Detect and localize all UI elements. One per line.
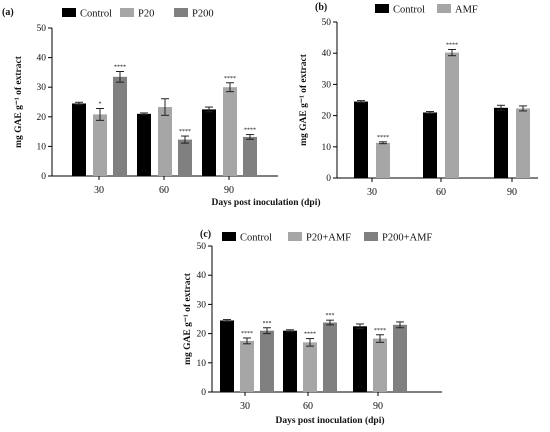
bar-p20-amf bbox=[373, 338, 387, 392]
bar-p200 bbox=[113, 76, 127, 176]
x-tick-label: 60 bbox=[303, 401, 313, 412]
x-tick-label: 60 bbox=[159, 185, 169, 196]
significance-label: **** bbox=[377, 135, 389, 141]
legend-swatch bbox=[120, 8, 134, 17]
bar-p20 bbox=[93, 114, 107, 176]
shared-xlabel-top: Days post inoculation (dpi) bbox=[211, 197, 320, 208]
significance-label: **** bbox=[114, 65, 126, 71]
bar-p20-amf bbox=[303, 342, 317, 392]
significance-label: **** bbox=[374, 328, 386, 334]
bar-control bbox=[494, 107, 508, 178]
bar-p20-amf bbox=[240, 340, 254, 392]
y-axis-title: mg GAE g⁻¹ of extract bbox=[299, 53, 309, 146]
legend-swatch bbox=[364, 232, 378, 241]
y-tick-label: 50 bbox=[197, 242, 207, 252]
bar-p200-amf bbox=[323, 322, 337, 392]
y-tick-label: 40 bbox=[322, 49, 332, 59]
legend-label: P20+AMF bbox=[306, 233, 351, 244]
y-tick-label: 20 bbox=[37, 113, 47, 123]
panel-label: (a) bbox=[2, 7, 14, 18]
bar-p200 bbox=[243, 136, 257, 176]
y-tick-label: 0 bbox=[201, 388, 206, 398]
legend-swatch bbox=[375, 4, 389, 13]
significance-label: **** bbox=[179, 129, 191, 135]
legend-swatch bbox=[62, 8, 76, 17]
bar-amf bbox=[376, 142, 390, 178]
legend-label: AMF bbox=[455, 5, 478, 16]
bar-p200-amf bbox=[393, 324, 407, 392]
panel-label: (c) bbox=[200, 229, 211, 240]
legend-swatch bbox=[174, 8, 188, 17]
y-tick-label: 10 bbox=[197, 359, 207, 369]
significance-label: **** bbox=[446, 42, 458, 48]
y-tick-label: 10 bbox=[37, 142, 47, 152]
y-tick-label: 40 bbox=[197, 271, 207, 281]
chart-panel-2: (c) 0 10 20 30 40 50 mg GAE g⁻¹ of extract 30 ***… bbox=[183, 229, 442, 412]
legend-label: Control bbox=[80, 9, 112, 20]
legend-label: P20 bbox=[138, 9, 154, 20]
chart-panel-1: (b) 0 10 20 30 40 50 mg GAE g⁻¹ of extract 30 ***… bbox=[299, 2, 538, 198]
x-tick-label: 30 bbox=[367, 187, 377, 198]
legend-swatch bbox=[437, 4, 451, 13]
bar-control bbox=[354, 101, 368, 178]
y-tick-label: 20 bbox=[197, 330, 207, 340]
legend-swatch bbox=[222, 232, 236, 241]
y-tick-label: 10 bbox=[322, 143, 332, 153]
x-tick-label: 30 bbox=[240, 401, 250, 412]
shared-xlabel-bottom: Days post inoculation (dpi) bbox=[275, 415, 384, 426]
y-tick-label: 30 bbox=[322, 80, 332, 90]
legend-label: Control bbox=[240, 233, 272, 244]
bar-control bbox=[72, 103, 86, 176]
significance-label: *** bbox=[326, 313, 335, 319]
y-tick-label: 50 bbox=[37, 24, 47, 34]
significance-label: **** bbox=[304, 332, 316, 338]
bar-control bbox=[283, 330, 297, 392]
bar-control bbox=[137, 113, 151, 176]
significance-label: **** bbox=[244, 128, 256, 134]
bar-control bbox=[220, 320, 234, 392]
x-tick-label: 90 bbox=[224, 185, 234, 196]
y-tick-label: 0 bbox=[326, 174, 331, 184]
y-tick-label: 0 bbox=[41, 172, 46, 182]
significance-label: **** bbox=[224, 76, 236, 82]
bar-amf bbox=[516, 108, 530, 178]
significance-label: *** bbox=[263, 321, 272, 327]
legend-label: P200+AMF bbox=[382, 233, 432, 244]
bar-p200 bbox=[178, 139, 192, 176]
x-tick-label: 60 bbox=[436, 187, 446, 198]
bar-p20 bbox=[223, 87, 237, 176]
y-tick-label: 40 bbox=[37, 54, 47, 64]
bar-p20 bbox=[158, 107, 172, 176]
y-axis-title: mg GAE g⁻¹ of extract bbox=[14, 55, 24, 148]
y-tick-label: 30 bbox=[197, 300, 207, 310]
significance-label: **** bbox=[241, 331, 253, 337]
x-tick-label: 90 bbox=[507, 187, 517, 198]
x-tick-label: 30 bbox=[94, 185, 104, 196]
bar-control bbox=[353, 326, 367, 392]
legend-label: Control bbox=[393, 5, 425, 16]
x-tick-label: 90 bbox=[373, 401, 383, 412]
legend-swatch bbox=[288, 232, 302, 241]
y-tick-label: 30 bbox=[37, 83, 47, 93]
legend-label: P200 bbox=[192, 9, 214, 20]
bar-control bbox=[202, 109, 216, 176]
y-tick-label: 20 bbox=[322, 112, 332, 122]
y-axis-title: mg GAE g⁻¹ of extract bbox=[183, 272, 193, 365]
bar-amf bbox=[445, 52, 459, 178]
y-tick-label: 50 bbox=[322, 18, 332, 28]
panel-label: (b) bbox=[315, 2, 327, 13]
bar-p200-amf bbox=[260, 330, 274, 392]
significance-label: * bbox=[99, 102, 102, 108]
bar-control bbox=[423, 112, 437, 178]
